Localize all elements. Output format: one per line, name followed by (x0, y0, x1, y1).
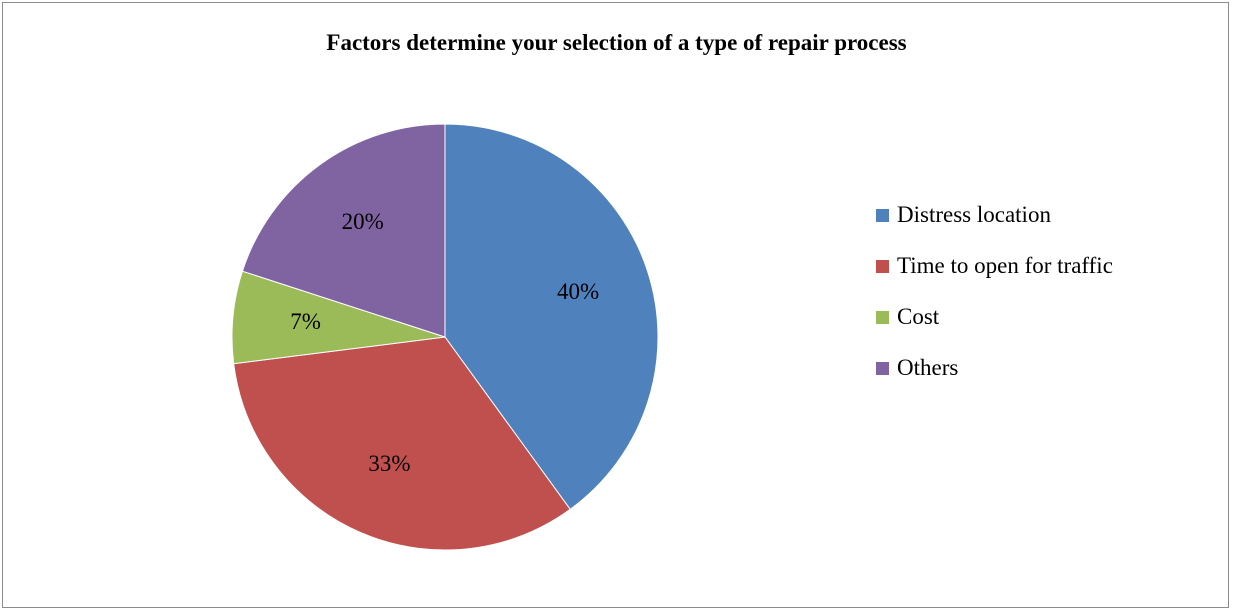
legend-swatch (876, 259, 889, 273)
data-label: 7% (290, 309, 321, 334)
pie-slice-distress-location (444, 123, 659, 511)
pie-labels: 40% 33% 7% 20% (290, 209, 599, 476)
data-label: 40% (557, 279, 599, 304)
legend-item-cost: Cost (876, 301, 1113, 333)
legend-label: Time to open for traffic (897, 253, 1113, 278)
legend-item-others: Others (876, 352, 1113, 384)
legend-swatch (876, 208, 889, 222)
data-label: 20% (342, 209, 384, 234)
chart-title: Factors determine your selection of a ty… (326, 30, 907, 55)
legend-swatch (876, 361, 889, 375)
pie-chart: 40% 33% 7% 20% (231, 123, 659, 551)
data-label: 33% (368, 451, 410, 476)
legend: Distress location Time to open for traff… (876, 199, 1113, 403)
legend-label: Distress location (897, 202, 1051, 227)
legend-item-time-to-open: Time to open for traffic (876, 250, 1113, 282)
legend-item-distress-location: Distress location (876, 199, 1113, 231)
pie-slice-time-to-open-for-traffic (233, 336, 571, 551)
pie-slices (231, 123, 659, 551)
legend-label: Others (897, 355, 959, 380)
pie-slice-others (241, 123, 446, 338)
legend-swatch (876, 310, 889, 324)
legend-label: Cost (897, 304, 940, 329)
